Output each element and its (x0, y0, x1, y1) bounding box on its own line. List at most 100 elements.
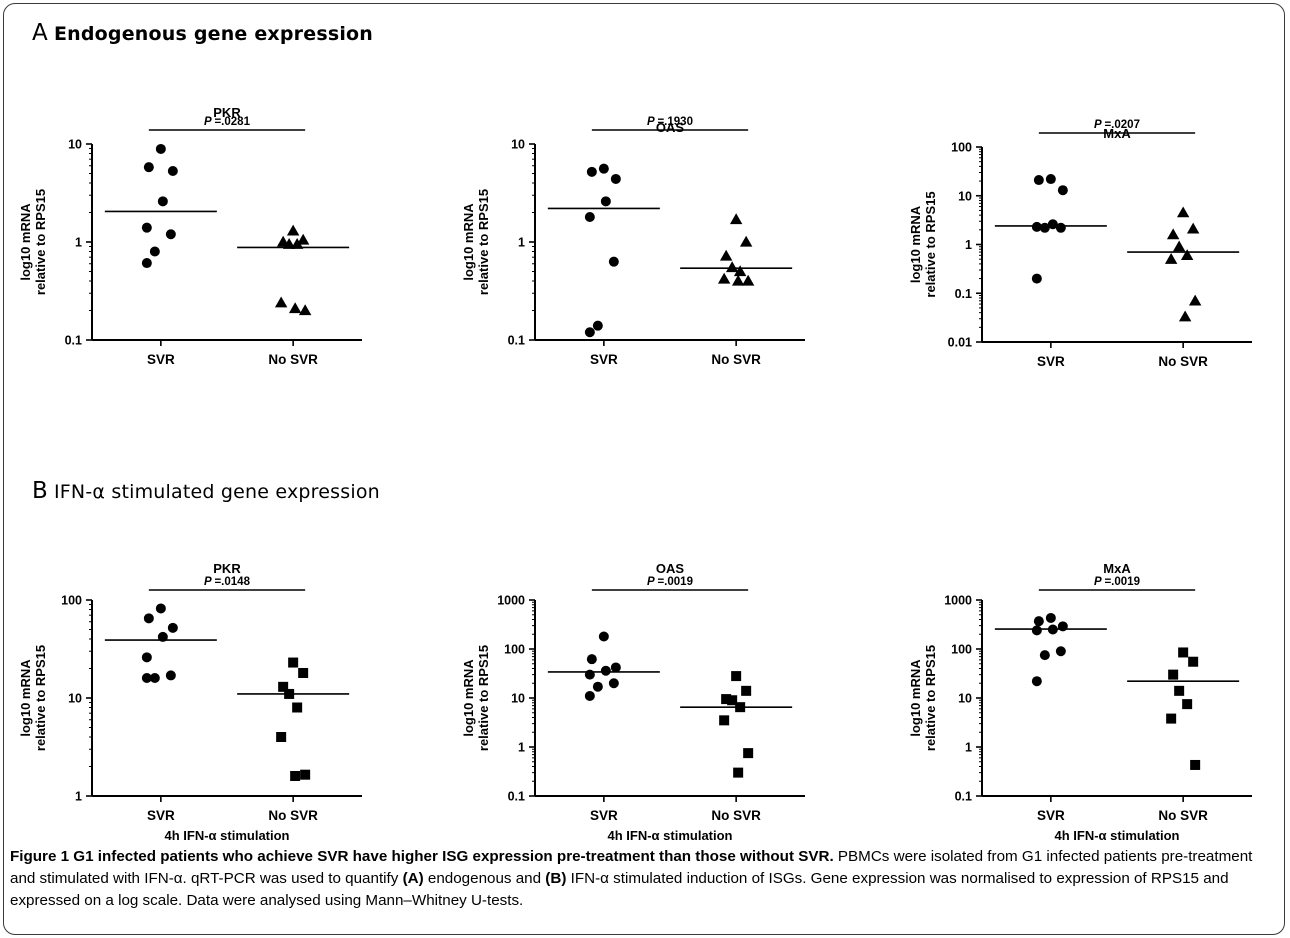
caption-text-2: endogenous and (423, 870, 546, 887)
chart-2-series-1-point-5 (1164, 252, 1178, 264)
chart-0-series-0-point-3 (157, 196, 168, 207)
chart-5-ytick-label-3: 100 (951, 643, 972, 657)
figure-caption: Figure 1 G1 infected patients who achiev… (10, 846, 1278, 912)
chart-0-series-0-point-6 (149, 246, 160, 257)
chart-5-xtick-label-0: SVR (1037, 808, 1065, 823)
chart-3-ylabel-line-0: log10 mRNA (18, 659, 33, 737)
chart-5-ytick-label-4: 1000 (944, 594, 972, 608)
chart-2-series-0-point-3 (1047, 219, 1058, 230)
chart-5-series-0-point-5 (1055, 646, 1066, 657)
chart-1-ylabel: log10 mRNArelative to RPS15 (461, 189, 491, 295)
chart-0-series-1-point-0 (286, 224, 300, 236)
chart-4-ylabel: log10 mRNArelative to RPS15 (461, 645, 491, 751)
chart-0-series-1-point-7 (288, 302, 302, 314)
chart-1-series-0-point-4 (584, 211, 595, 222)
chart-0-pvalue-p: P (204, 116, 214, 128)
chart-1-title: OAS (656, 120, 685, 135)
caption-text-1: PBMCs were isolated from G1 infected pat… (10, 848, 1253, 887)
chart-4-ytick-label-2: 10 (511, 692, 525, 706)
chart-2-series-0-point-6 (1039, 222, 1050, 233)
chart-4-ytick-label-3: 100 (504, 643, 525, 657)
chart-4-xlabel: 4h IFN-α stimulation (608, 828, 733, 843)
chart-3-ytick-label-2: 100 (61, 594, 82, 608)
chart-1-series-1-point-2 (719, 249, 733, 261)
chart-1-series-0-point-5 (608, 256, 619, 267)
chart-4-series-0-point-7 (584, 690, 595, 701)
chart-2-series-0-point-2 (1057, 185, 1068, 196)
chart-4-series-1-point-1 (741, 685, 752, 696)
chart-3-pvalue-p: P (204, 576, 214, 588)
chart-4-series-0-point-6 (592, 681, 603, 692)
chart-4-title: OAS (656, 561, 685, 576)
chart-4-series-1-point-5 (719, 715, 730, 726)
chart-5-series-0-point-4 (1031, 625, 1042, 636)
chart-0-series-1-point-5 (274, 296, 288, 308)
chart-3-series-0-point-2 (167, 622, 178, 633)
chart-1-series-0-point-2 (610, 173, 621, 184)
chart-5-ylabel: log10 mRNArelative to RPS15 (908, 645, 938, 751)
chart-1-series-0-point-7 (584, 327, 595, 338)
chart-0-ytick-label-0: 0.1 (65, 334, 82, 348)
chart-3-xtick-label-0: SVR (147, 808, 175, 823)
chart-3-xlabel: 4h IFN-α stimulation (165, 828, 290, 843)
chart-2-ylabel-line-0: log10 mRNA (908, 205, 923, 283)
chart-4-xtick-label-0: SVR (590, 808, 618, 823)
chart-3-pvalue-label: P =.0148 (204, 576, 251, 588)
chart-4-series-1-point-2 (721, 694, 732, 705)
chart-1-series-1-point-0 (729, 213, 743, 225)
chart-4-series-1-point-7 (733, 767, 744, 778)
chart-2-ytick-label-4: 100 (951, 141, 972, 155)
section-b-letter: B (32, 478, 48, 504)
chart-5-ylabel-line-1: relative to RPS15 (923, 645, 938, 751)
chart-5-title: MxA (1103, 561, 1131, 576)
chart-1-pvalue-p: P (647, 116, 657, 128)
chart-1-ytick-label-1: 1 (518, 236, 525, 250)
chart-2-ytick-label-1: 0.1 (955, 287, 972, 301)
chart-1-ylabel-line-0: log10 mRNA (461, 203, 476, 281)
chart-5-ylabel-line-0: log10 mRNA (908, 659, 923, 737)
chart-1-series-1-point-7 (731, 274, 745, 286)
chart-0-pvalue-label: P =.0281 (204, 116, 251, 128)
chart-2-ytick-label-2: 1 (965, 238, 972, 252)
chart-4-series-0-point-4 (584, 669, 595, 680)
chart-1-series-1-point-3 (725, 261, 739, 273)
chart-0-pvalue-value: =.0281 (214, 116, 250, 128)
chart-4-series-0-point-0 (598, 631, 609, 642)
chart-0-ylabel-line-0: log10 mRNA (18, 203, 33, 281)
chart-5-ytick-label-0: 0.1 (955, 790, 972, 804)
chart-2-series-0-point-0 (1045, 174, 1056, 185)
chart-0-series-0-point-2 (167, 166, 178, 177)
chart-2-series-0-point-1 (1033, 175, 1044, 186)
chart-0-series-1-point-6 (298, 304, 312, 316)
section-a-title: A Endogenous gene expression (32, 20, 373, 46)
chart-0-series-0-point-0 (155, 143, 166, 154)
chart-4-series-0-point-5 (608, 678, 619, 689)
chart-3-series-0-point-1 (143, 613, 154, 624)
chart-3-series-1-point-7 (290, 770, 301, 781)
chart-5-series-0-point-1 (1033, 616, 1044, 627)
chart-2-pvalue-p: P (1094, 119, 1104, 131)
chart-3-ytick-label-0: 1 (75, 790, 82, 804)
chart-0-series-0-point-1 (143, 162, 154, 173)
figure-frame (3, 3, 1285, 935)
chart-0-series-1-point-1 (296, 233, 310, 245)
chart-3-pvalue-value: =.0148 (214, 576, 250, 588)
chart-3-series-1-point-2 (278, 681, 289, 692)
chart-4-pvalue-label: P =.0019 (647, 576, 693, 588)
chart-2-ylabel-line-1: relative to RPS15 (923, 191, 938, 297)
chart-4-series-0-point-3 (600, 665, 611, 676)
chart-5-xlabel: 4h IFN-α stimulation (1055, 828, 1180, 843)
chart-2-series-0-point-7 (1031, 273, 1042, 284)
chart-0-ylabel: log10 mRNArelative to RPS15 (18, 189, 48, 295)
chart-0-ylabel-line-1: relative to RPS15 (33, 189, 48, 295)
chart-0-series-1-point-3 (282, 237, 296, 249)
chart-1-ytick-label-2: 10 (511, 138, 525, 152)
caption-text-3: IFN-α stimulated induction of ISGs. Gene… (10, 870, 1229, 909)
chart-5-series-1-point-4 (1182, 699, 1193, 710)
chart-2-series-0-point-4 (1031, 221, 1042, 232)
chart-2-series-0-point-5 (1055, 222, 1066, 233)
chart-4-series-1-point-6 (743, 748, 754, 759)
chart-5-series-1-point-5 (1166, 713, 1177, 724)
chart-4-series-1-point-0 (731, 671, 742, 682)
